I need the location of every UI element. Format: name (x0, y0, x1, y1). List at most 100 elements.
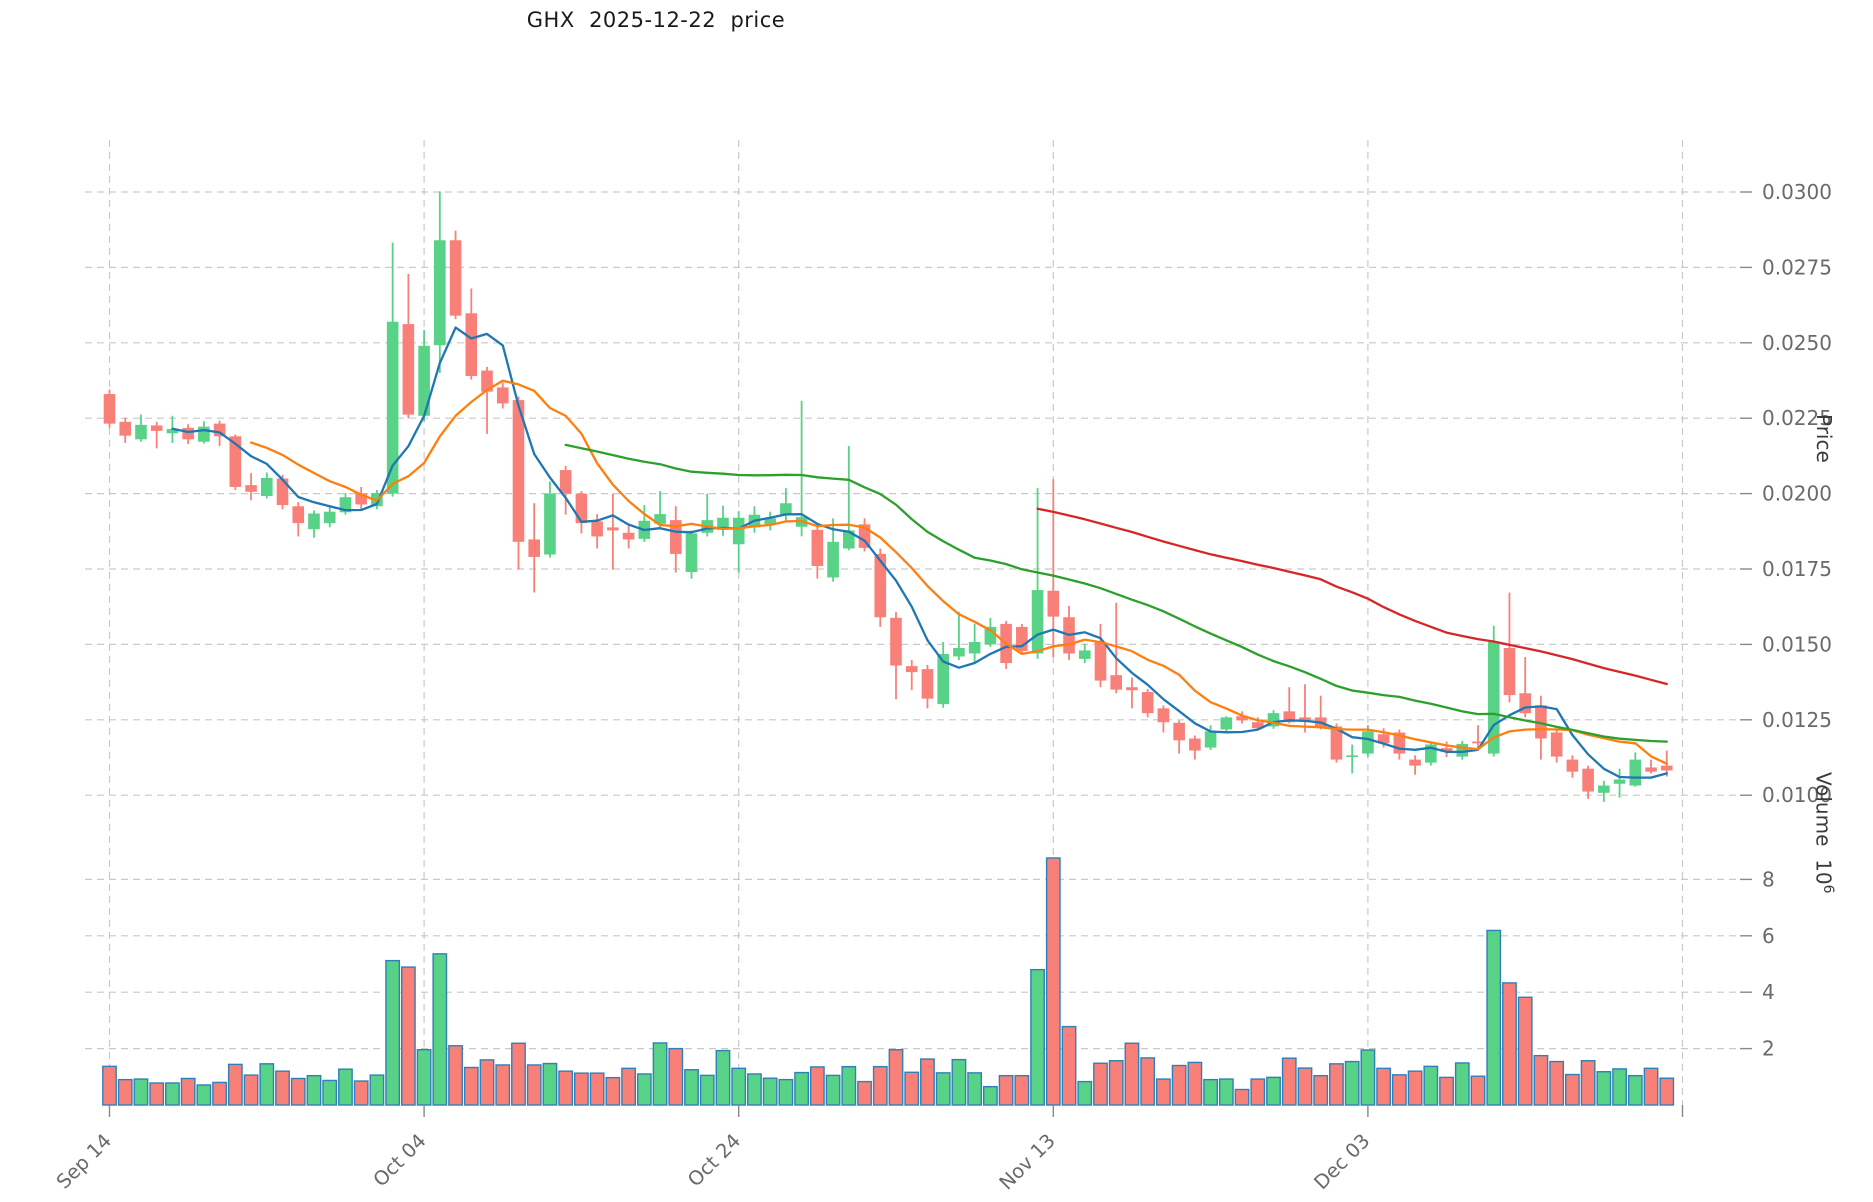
volume-bar (1140, 1057, 1156, 1106)
candle-up (323, 511, 336, 524)
volume-bar (605, 1076, 621, 1106)
candle-up (1204, 731, 1217, 748)
volume-bar (227, 1063, 243, 1106)
volume-bar (369, 1074, 385, 1106)
volume-bar (353, 1080, 369, 1106)
candle-down (1189, 738, 1201, 751)
volume-axis-title-exponent: 6 (1820, 884, 1836, 894)
candle-down (1377, 734, 1390, 744)
volume-bar (1376, 1067, 1392, 1106)
candle-down (1440, 748, 1453, 752)
candle-down (1016, 626, 1028, 652)
volume-bar (809, 1066, 825, 1106)
volume-bar (338, 1068, 353, 1106)
candle-up (843, 530, 855, 549)
volume-bar (1423, 1065, 1439, 1106)
candle-down (496, 387, 509, 404)
candle-down (1550, 732, 1563, 757)
volume-bar (495, 1064, 511, 1106)
volume-bar (935, 1072, 951, 1106)
volume-bar (872, 1065, 888, 1106)
volume-bar (1407, 1070, 1423, 1106)
volume-bar (1061, 1025, 1077, 1106)
candle-up (166, 429, 179, 434)
volume-bar (982, 1085, 998, 1106)
candle-up (1346, 755, 1358, 757)
volume-bar (1171, 1064, 1187, 1106)
candle-down (1393, 732, 1406, 754)
volume-bar (1612, 1068, 1627, 1106)
candle-up (386, 321, 399, 494)
volume-bar (1580, 1060, 1596, 1106)
chart-title: GHX 2025-12-22 price (526, 8, 786, 32)
candle-up (654, 514, 666, 524)
volume-bar (558, 1070, 574, 1106)
candle-up (308, 513, 320, 530)
candle-wicks (108, 191, 1668, 802)
volume-bar (149, 1082, 165, 1106)
candle-up (1362, 731, 1374, 754)
candle-up (418, 345, 430, 416)
volume-bar (463, 1066, 479, 1106)
volume-bar (542, 1062, 558, 1106)
volume-bar (102, 1065, 117, 1106)
candle-up (780, 503, 792, 516)
candle-down (890, 617, 902, 666)
volume-bar (306, 1074, 322, 1106)
volume-bar (322, 1079, 338, 1106)
volume-bar (825, 1074, 841, 1106)
candle-up (827, 541, 839, 578)
volume-bar (1313, 1074, 1329, 1106)
x-axis-tick-label: Sep 14 (52, 1129, 116, 1193)
volume-bar (432, 953, 448, 1106)
volume-bar (117, 1078, 133, 1106)
volume-bar (998, 1074, 1014, 1106)
candle-down (119, 421, 132, 436)
volume-bar (731, 1067, 747, 1106)
volume-bar (511, 1042, 526, 1106)
candle-up (732, 517, 745, 545)
candle-down (607, 527, 619, 531)
volume-bar (1344, 1060, 1360, 1106)
volume-bar (794, 1071, 810, 1106)
candle-up (198, 426, 210, 442)
candle-down (1409, 759, 1421, 766)
candle-down (921, 669, 934, 699)
candle-up (717, 517, 729, 530)
volume-bar (1627, 1074, 1643, 1106)
volume-bar (1266, 1076, 1281, 1106)
volume-bar (857, 1080, 872, 1106)
volume-bar (133, 1078, 149, 1106)
candle-down (103, 394, 116, 424)
ma30-line (564, 443, 1668, 743)
volume-bar (1360, 1049, 1376, 1106)
candle-up (1456, 743, 1469, 757)
candle-down (559, 470, 572, 494)
candle-up (1267, 713, 1280, 727)
candle-up (937, 654, 949, 705)
volume-bar (1502, 982, 1517, 1106)
volume-bar (762, 1077, 778, 1106)
candle-down (528, 539, 541, 557)
price-tick-label: 0.0150 (1762, 632, 1832, 656)
volume-bar (1250, 1078, 1266, 1106)
volume-bar (448, 1045, 463, 1106)
volume-bar (589, 1072, 605, 1106)
candle-down (1094, 641, 1107, 681)
price-tick-label: 0.0225 (1762, 406, 1832, 430)
candle-down (449, 240, 462, 316)
candle-down (858, 524, 871, 548)
candle-up (968, 641, 981, 654)
candle-up (434, 240, 446, 346)
volume-bar (951, 1058, 967, 1106)
volume-bar (259, 1063, 275, 1106)
candle-down (1566, 759, 1579, 772)
candle-down (1283, 711, 1296, 723)
candle-up (1598, 785, 1610, 793)
candle-down (402, 324, 415, 415)
candle-bodies (103, 240, 1673, 793)
volume-bar (1486, 929, 1502, 1106)
volume-bar (888, 1049, 904, 1106)
candle-down (1330, 726, 1343, 760)
